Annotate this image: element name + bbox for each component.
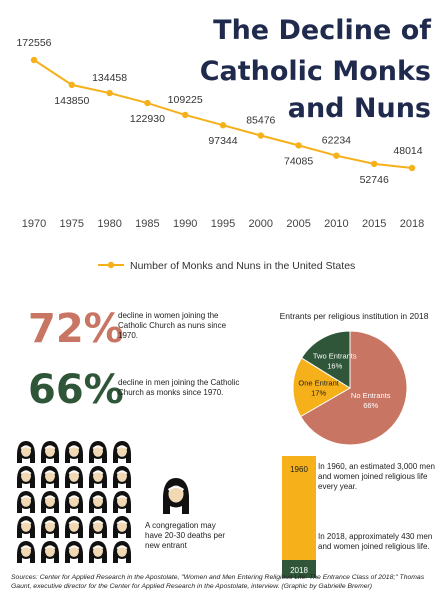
stat-men-value: 66% — [28, 367, 124, 413]
nun-icon — [113, 516, 131, 538]
pie-slice — [299, 330, 408, 446]
pie-slice-name: One Entrant — [298, 379, 339, 388]
bar-1960 — [282, 456, 316, 578]
nun-icon — [113, 466, 131, 488]
nun-icon — [17, 541, 35, 563]
legend-marker — [107, 261, 115, 269]
bar-note-1960: In 1960, an estimated 3,000 men and wome… — [318, 462, 435, 491]
title-line-1: The Decline of — [213, 15, 431, 46]
stat-women-text: decline in women joining the Catholic Ch… — [118, 311, 227, 340]
nun-icon — [113, 491, 131, 513]
data-point — [30, 56, 38, 64]
data-label: 143850 — [54, 95, 89, 107]
legend-label: Number of Monks and Nuns in the United S… — [130, 260, 355, 272]
data-label: 62234 — [322, 135, 351, 147]
data-point — [144, 99, 151, 107]
x-tick-label: 2018 — [400, 218, 424, 230]
bar-label-2018: 2018 — [290, 566, 308, 575]
congregation-note: A congregation may have 20-30 deaths per… — [145, 521, 226, 550]
x-tick-label: 2000 — [249, 218, 273, 230]
title-line-3: and Nuns — [287, 93, 431, 124]
data-point — [257, 132, 264, 139]
pie-slice-name: No Entrants — [351, 391, 391, 400]
nun-icon — [41, 541, 59, 563]
nun-icon — [41, 491, 59, 513]
data-label: 134458 — [92, 72, 127, 84]
nun-icon — [89, 466, 107, 488]
data-point — [295, 142, 302, 149]
series-line — [33, 59, 413, 169]
stat-women-value: 72% — [28, 306, 124, 352]
nun-icon — [113, 541, 131, 563]
nun-icon — [89, 541, 107, 563]
nun-icon — [89, 516, 107, 538]
data-label: 85476 — [246, 115, 275, 127]
pie-title: Entrants per religious institution in 20… — [279, 311, 429, 321]
nun-icon — [65, 466, 83, 488]
data-label: 122930 — [130, 113, 165, 125]
x-tick-label: 1980 — [97, 218, 121, 230]
x-tick-label: 1970 — [22, 218, 46, 230]
nun-icon — [41, 466, 59, 488]
data-point — [333, 152, 340, 159]
data-point — [371, 160, 378, 168]
x-tick-label: 1985 — [135, 218, 159, 230]
nun-icon-grid — [17, 441, 131, 563]
nun-icon — [65, 516, 83, 538]
data-label: 52746 — [360, 174, 389, 186]
nun-icon — [65, 441, 83, 463]
bar-label-1960: 1960 — [290, 465, 308, 474]
x-tick-label: 1995 — [211, 218, 235, 230]
pie-slice — [292, 357, 351, 418]
data-label: 109225 — [168, 94, 203, 106]
sources: Sources: Center for Applied Research in … — [11, 574, 425, 590]
pie-slice-name: Two Entrants — [313, 352, 357, 361]
data-label: 48014 — [393, 145, 422, 157]
nun-icon — [17, 441, 35, 463]
x-tick-label: 2015 — [362, 218, 386, 230]
data-label: 97344 — [208, 135, 237, 147]
nun-icon — [17, 491, 35, 513]
pie-slice-value: 66% — [363, 401, 378, 410]
data-label: 172556 — [16, 37, 51, 49]
nun-icon — [65, 491, 83, 513]
data-point — [408, 164, 416, 172]
nun-icon — [17, 516, 35, 538]
nun-icon — [65, 541, 83, 563]
pie-slice — [300, 330, 351, 389]
x-tick-label: 1990 — [173, 218, 197, 230]
title-line-2: Catholic Monks — [199, 56, 431, 87]
pie-slice-value: 17% — [311, 389, 326, 398]
pie-slice-value: 16% — [327, 362, 342, 371]
entrants-bar-chart: 1960 2018 — [282, 456, 316, 578]
nun-icon — [89, 441, 107, 463]
bar-note-2018: In 2018, approximately 430 men and women… — [318, 532, 433, 551]
data-label: 74085 — [284, 155, 313, 167]
x-tick-label: 2010 — [324, 218, 348, 230]
nun-icon — [163, 478, 189, 514]
x-tick-label: 1975 — [60, 218, 84, 230]
nun-icon — [89, 491, 107, 513]
nun-icon — [41, 441, 59, 463]
x-tick-label: 2005 — [286, 218, 310, 230]
stat-men-text: decline in men joining the Catholic Chur… — [118, 378, 240, 397]
nun-icon — [41, 516, 59, 538]
data-point — [106, 89, 113, 97]
nun-icon — [113, 441, 131, 463]
data-point — [68, 81, 76, 89]
nun-icon — [17, 466, 35, 488]
bar-2018 — [282, 560, 316, 578]
data-point — [182, 111, 189, 119]
data-point — [219, 122, 227, 129]
